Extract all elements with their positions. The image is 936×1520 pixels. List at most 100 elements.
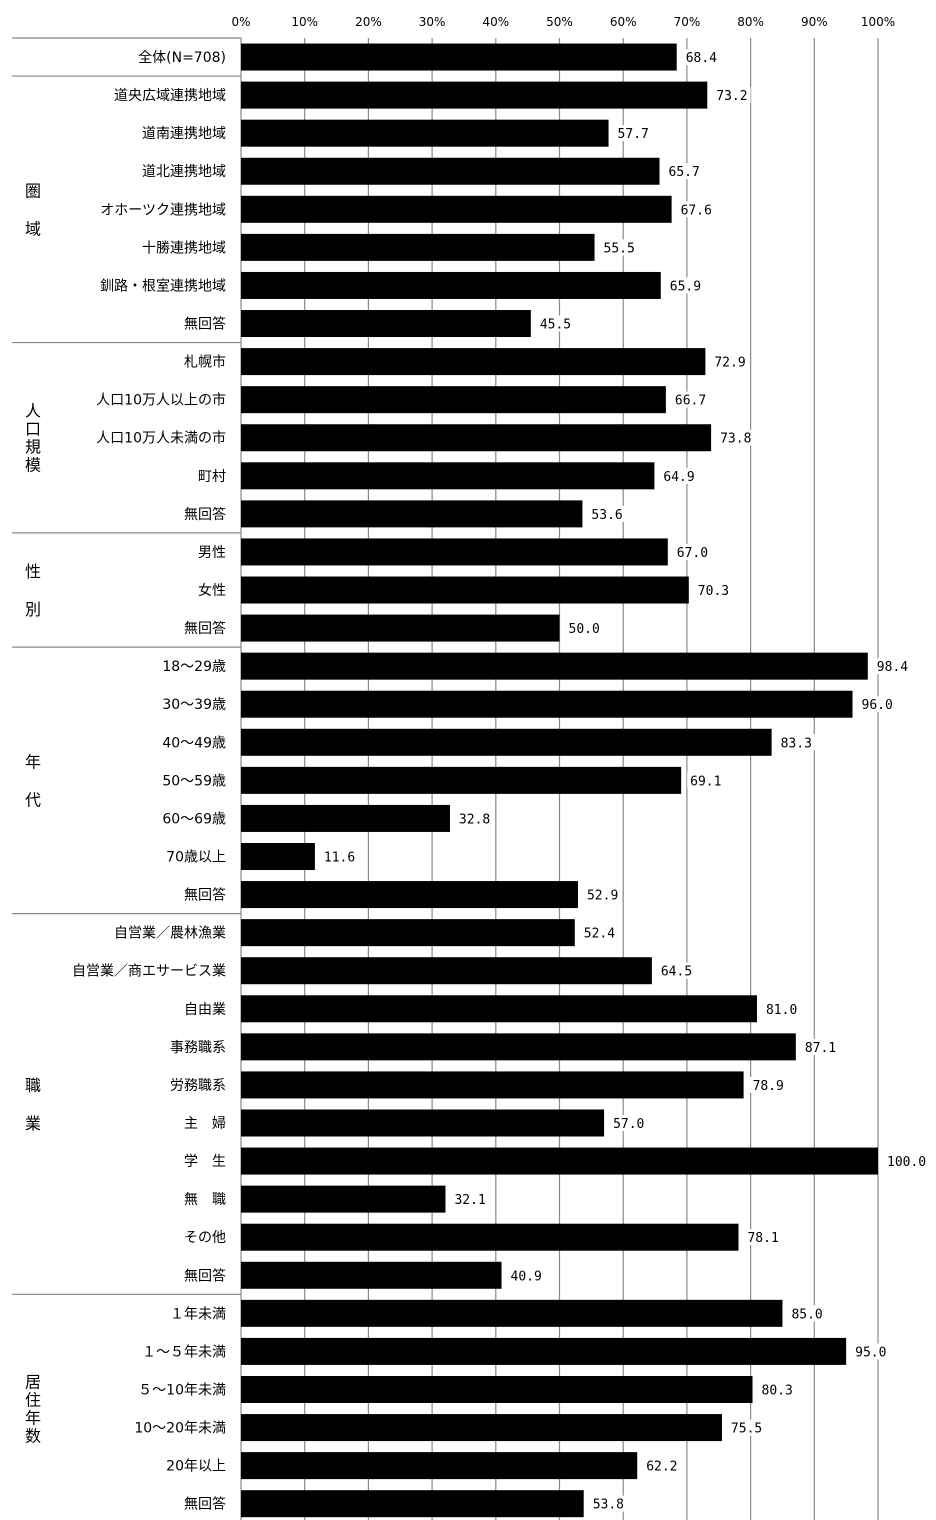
group-label-char: 職 (25, 1076, 41, 1095)
group-label: 圏域 (25, 181, 41, 238)
bar (241, 1223, 739, 1251)
value-label-background (320, 848, 359, 865)
bar (241, 576, 689, 604)
value-label-background (682, 49, 721, 66)
value-label-background (610, 1114, 648, 1131)
group-label-char: 人 (25, 402, 41, 421)
category-label: 無回答 (184, 1496, 226, 1513)
category-label: 主 婦 (184, 1115, 226, 1132)
group-label-char: 性 (25, 562, 41, 581)
category-label: 40～49歳 (162, 735, 226, 751)
bar (241, 119, 609, 147)
category-label: 札幌市 (184, 354, 226, 371)
value-label: 69.1 (690, 774, 721, 789)
value-label-background (711, 353, 749, 370)
group-label: 人口規模 (25, 402, 41, 475)
bar (241, 652, 868, 680)
value-label-background (777, 734, 815, 751)
category-label: その他 (184, 1230, 226, 1246)
group-label-char: 口 (25, 420, 41, 439)
value-label-background (727, 1419, 766, 1436)
bar (241, 462, 655, 490)
x-tick-label: 80% (737, 15, 764, 29)
bar (241, 957, 652, 985)
value-label: 100.0 (887, 1155, 926, 1170)
value-label-background (455, 810, 494, 827)
bar (241, 157, 660, 185)
value-label: 52.9 (587, 889, 618, 904)
value-label: 87.1 (805, 1041, 836, 1056)
value-label: 95.0 (855, 1345, 886, 1360)
category-label: オホーツク連携地域 (100, 202, 226, 218)
value-label: 67.6 (681, 203, 712, 218)
value-label: 80.3 (762, 1383, 793, 1398)
value-label-background (677, 201, 715, 218)
group-label: 年代 (25, 752, 41, 809)
value-label-background (507, 1267, 545, 1284)
category-label: 女性 (198, 582, 226, 599)
value-label: 98.4 (877, 660, 908, 675)
value-label: 78.1 (747, 1231, 778, 1246)
value-label-background (589, 1495, 628, 1512)
value-label: 52.4 (584, 927, 615, 942)
category-label: 十勝連携地域 (142, 240, 226, 256)
x-tick-label: 40% (482, 15, 509, 29)
value-label: 81.0 (766, 1003, 797, 1018)
value-label-background (660, 467, 698, 484)
value-label: 53.6 (591, 508, 622, 523)
bar (241, 804, 450, 832)
bar (241, 690, 853, 718)
bar (241, 43, 677, 71)
value-label: 11.6 (324, 851, 355, 866)
category-label: ５～10年未満 (138, 1382, 226, 1398)
value-label-background (801, 1038, 840, 1055)
value-label-background (580, 924, 619, 941)
category-label: 無回答 (184, 620, 226, 637)
value-label: 62.2 (646, 1460, 677, 1475)
value-label-background (749, 1076, 787, 1093)
category-label: 釧路・根室連携地域 (100, 277, 226, 294)
value-label-background (588, 505, 626, 522)
group-label-char: 規 (25, 438, 41, 457)
value-label-background (713, 87, 751, 104)
category-label: 10～20年未満 (134, 1421, 226, 1437)
category-label: １年未満 (170, 1306, 226, 1322)
value-label-background (762, 1000, 801, 1017)
value-label-background (536, 315, 575, 332)
value-label-background (758, 1381, 796, 1398)
bar (241, 881, 578, 909)
group-label-char: 年 (25, 752, 41, 771)
value-label: 70.3 (698, 584, 729, 599)
bar (241, 1147, 878, 1175)
group-label-char: 数 (25, 1427, 41, 1446)
category-label: 学 生 (184, 1154, 226, 1170)
x-tick-label: 10% (291, 15, 318, 29)
bar (241, 1452, 638, 1480)
group-label: 職業 (25, 1076, 41, 1133)
group-label-char: 別 (25, 600, 41, 619)
category-label: 70歳以上 (166, 850, 226, 866)
bar (241, 995, 757, 1023)
category-label: １～５年未満 (142, 1344, 226, 1360)
category-label: 30～39歳 (162, 697, 226, 713)
category-label: 労務職系 (170, 1078, 226, 1094)
category-label: 町村 (198, 469, 226, 485)
x-tick-label: 50% (546, 15, 573, 29)
value-label-background (788, 1305, 826, 1322)
category-label: 無回答 (184, 887, 226, 904)
value-label: 40.9 (511, 1269, 542, 1284)
value-label-background (583, 886, 622, 903)
value-label: 65.7 (669, 165, 700, 180)
category-label: 道央広域連携地域 (114, 88, 226, 104)
bar (241, 1071, 744, 1099)
value-label-background (687, 772, 725, 789)
group-label-char: 模 (25, 456, 41, 475)
value-label: 57.7 (618, 127, 649, 142)
category-label: 20年以上 (166, 1459, 226, 1475)
category-label: 人口10万人以上の市 (96, 392, 226, 409)
value-label: 72.9 (714, 356, 745, 371)
value-label: 53.8 (593, 1498, 624, 1513)
bar (241, 81, 708, 109)
bar (241, 1337, 847, 1365)
bar (241, 766, 682, 794)
